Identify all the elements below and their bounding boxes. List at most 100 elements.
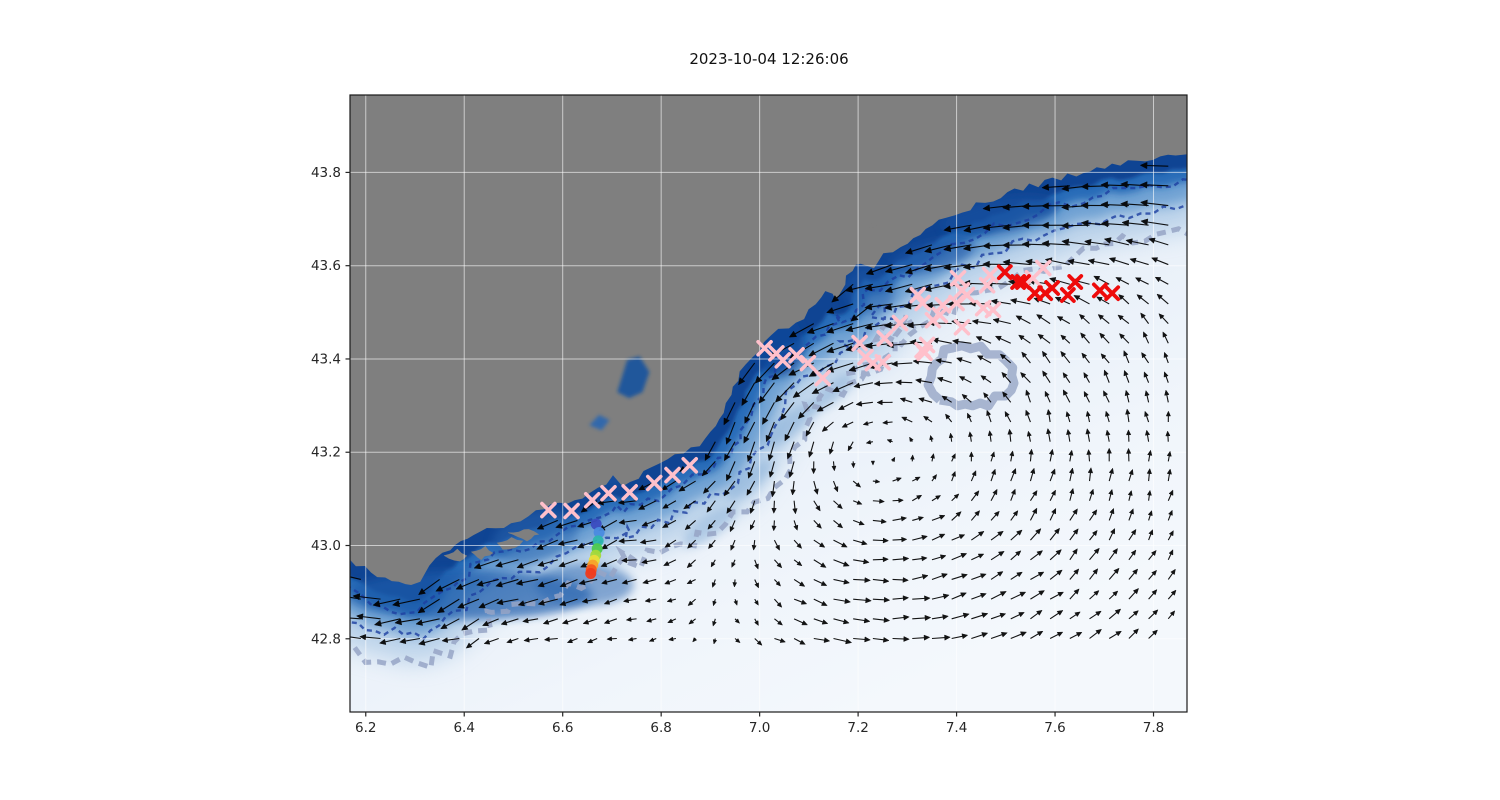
current-arrow-head xyxy=(806,327,815,334)
current-arrow xyxy=(464,618,480,629)
current-arrow xyxy=(811,342,834,355)
current-arrow-head xyxy=(352,593,361,601)
current-arrow-head xyxy=(775,580,782,587)
current-arrow-head xyxy=(848,365,857,372)
bathymetry-patch xyxy=(761,402,818,449)
red-x-marker xyxy=(1010,274,1027,290)
current-arrow-head xyxy=(1018,612,1025,618)
current-arrow-head xyxy=(1056,316,1064,322)
current-arrow-head xyxy=(843,578,851,585)
current-arrow-head xyxy=(1128,468,1134,476)
current-arrow-head xyxy=(997,550,1005,557)
coastal-inlet xyxy=(617,356,650,399)
current-arrow xyxy=(788,441,795,457)
current-arrow-head xyxy=(1099,332,1106,339)
current-arrow-head xyxy=(865,439,872,445)
current-arrow-head xyxy=(962,244,971,252)
current-arrow-head xyxy=(862,420,869,426)
current-arrow-head xyxy=(1011,467,1017,475)
current-arrow-head xyxy=(980,592,987,599)
current-arrow-head xyxy=(359,634,367,641)
current-arrow-head xyxy=(762,417,769,426)
current-arrow-head xyxy=(1170,568,1176,576)
current-arrow xyxy=(777,382,795,400)
current-arrow-head xyxy=(1036,314,1043,320)
current-arrow-head xyxy=(982,204,991,212)
current-arrow-head xyxy=(1026,430,1032,437)
current-arrow-head xyxy=(1086,448,1092,455)
current-arrow xyxy=(704,461,716,474)
current-arrow-head xyxy=(796,542,803,549)
current-arrow-head xyxy=(711,582,717,588)
current-arrow xyxy=(868,303,893,308)
current-arrow-head xyxy=(559,581,567,588)
current-arrow xyxy=(376,598,401,605)
current-arrow-head xyxy=(516,562,524,569)
current-arrow-head xyxy=(1097,314,1105,321)
current-arrow xyxy=(421,637,440,644)
current-arrow-head xyxy=(335,572,342,578)
red-x-marker xyxy=(1044,280,1060,296)
current-arrow-head xyxy=(1050,468,1056,475)
current-arrow-head xyxy=(1132,610,1139,617)
current-arrow xyxy=(830,342,854,352)
current-arrow-head xyxy=(923,264,932,272)
current-arrow-head xyxy=(990,298,998,305)
current-arrow xyxy=(1065,241,1090,246)
current-arrow xyxy=(745,421,756,441)
current-arrow-head xyxy=(990,451,995,458)
current-arrow-head xyxy=(935,495,942,501)
current-arrow-head xyxy=(876,399,883,406)
current-arrow-head xyxy=(864,284,873,292)
trajectory-point xyxy=(585,567,597,579)
current-arrow xyxy=(356,595,381,600)
current-arrow-head xyxy=(987,430,993,436)
current-arrow-head xyxy=(895,379,902,386)
red-x-marker xyxy=(1015,274,1031,290)
current-arrow-head xyxy=(627,636,634,642)
current-arrow-head xyxy=(1021,202,1030,210)
current-arrow xyxy=(443,618,460,628)
current-arrow-head xyxy=(1031,507,1038,515)
current-arrow-head xyxy=(936,376,944,383)
current-arrow-head xyxy=(883,577,890,584)
current-arrow-head xyxy=(864,303,873,311)
current-arrow-head xyxy=(1046,427,1052,435)
current-arrow-head xyxy=(882,537,890,544)
current-arrow-head xyxy=(1073,295,1081,301)
current-arrow-head xyxy=(1036,550,1044,557)
current-arrow-head xyxy=(1146,467,1152,475)
current-arrow-head xyxy=(1020,371,1027,379)
axis-tick-labels: 6.2 6.4 6.6 6.8 7.0 7.2 7.4 7.6 7.8 43.8 43.6 43.4 4… xyxy=(311,165,1164,736)
current-arrow-head xyxy=(1151,569,1158,576)
current-arrow-head xyxy=(473,562,482,570)
current-arrow xyxy=(908,264,933,273)
current-arrow-head xyxy=(1114,608,1122,615)
current-arrow-head xyxy=(1050,489,1056,496)
current-arrow-head xyxy=(777,620,783,626)
pink-x-marker xyxy=(876,330,893,347)
current-arrow xyxy=(868,283,893,289)
current-arrow-head xyxy=(945,413,951,420)
current-arrow-head xyxy=(641,521,649,527)
current-arrow xyxy=(378,618,401,625)
x-tick-label: 7.6 xyxy=(1044,720,1065,736)
current-arrow-head xyxy=(1103,369,1109,376)
current-arrow-head xyxy=(542,619,550,625)
current-arrow-head xyxy=(861,539,868,546)
current-arrow-head xyxy=(939,514,946,520)
x-tick-label: 7.8 xyxy=(1143,720,1164,736)
y-tick-label: 43.4 xyxy=(311,351,341,367)
current-arrow xyxy=(727,461,736,478)
current-arrow xyxy=(849,283,874,291)
island xyxy=(867,223,877,229)
current-arrow-head xyxy=(704,453,711,462)
current-arrow-head xyxy=(1066,428,1072,436)
current-arrow-head xyxy=(743,435,750,444)
current-arrow-head xyxy=(883,596,891,603)
current-arrow-head xyxy=(801,620,809,626)
current-arrow-head xyxy=(1128,508,1134,515)
current-arrow xyxy=(540,578,558,586)
current-arrow-head xyxy=(1032,489,1038,497)
